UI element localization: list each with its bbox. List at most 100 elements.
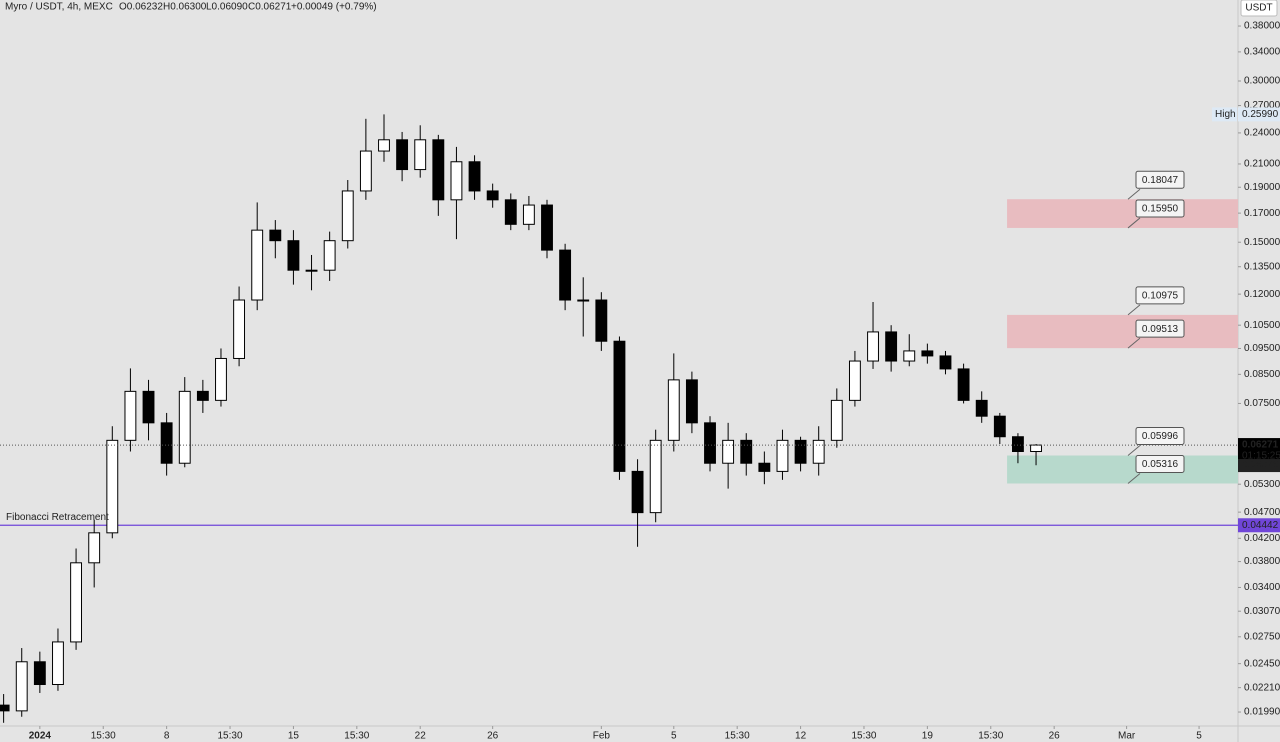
candle-body	[776, 439, 789, 472]
candle-body	[830, 399, 843, 441]
candle-body	[577, 299, 590, 302]
callout-label: 0.05316	[1142, 459, 1179, 470]
candle-body	[885, 331, 898, 362]
y-tick-label: 0.08500	[1244, 369, 1280, 380]
x-tick-label: 19	[922, 731, 934, 742]
callout-pointer	[1127, 188, 1141, 200]
y-tick-label: 0.04700	[1244, 507, 1280, 518]
candle-body	[1030, 444, 1042, 452]
candle-body	[468, 161, 481, 192]
x-tick-label: 8	[164, 731, 170, 742]
y-tick-label: 0.02210	[1244, 682, 1280, 693]
change-value: +0.00049 (+0.79%)	[291, 2, 377, 13]
y-tick-label: 0.21000	[1244, 159, 1280, 170]
x-tick-label: 26	[487, 731, 499, 742]
callout-box	[1135, 286, 1185, 305]
candle-body	[323, 240, 336, 271]
zone	[1007, 199, 1238, 228]
x-tick-label: 15:30	[344, 731, 369, 742]
candle-body	[921, 350, 934, 357]
high-name: High	[1215, 109, 1236, 120]
candle-body	[957, 368, 970, 401]
y-tick-label: 0.13500	[1244, 261, 1280, 272]
candle-body	[794, 439, 807, 464]
callout-label: 0.18047	[1142, 175, 1179, 186]
candle-body	[432, 139, 445, 201]
x-tick-label: 5	[671, 731, 677, 742]
callout-box	[1135, 454, 1185, 473]
candle-body	[613, 340, 626, 472]
callout-label: 0.10975	[1142, 291, 1179, 302]
candle-body	[33, 661, 46, 686]
y-tick-label: 0.15000	[1244, 237, 1280, 248]
candle-body	[848, 360, 861, 401]
high-value: H0.06300	[163, 2, 207, 13]
callout-box	[1135, 319, 1185, 338]
candle-body	[178, 390, 191, 464]
candle-body	[504, 199, 517, 225]
low-value: L0.06090	[206, 2, 248, 13]
candle-body	[522, 204, 535, 225]
candle-body	[52, 641, 64, 686]
y-tick-label: 0.01990	[1244, 707, 1280, 718]
fibonacci-tag-label: 0.04442	[1242, 520, 1279, 531]
last-price-tag	[1238, 438, 1280, 463]
candle-body	[704, 422, 716, 464]
y-tick-label: 0.03400	[1244, 582, 1280, 593]
callout-pointer	[1127, 217, 1141, 229]
high-tag-label: 0.25990	[1242, 109, 1279, 120]
close-value: C0.06271	[248, 2, 292, 13]
plot: 0.15950 0.18047 0.09513 0.10975 0.05316 0.059…	[0, 114, 1238, 723]
candle-body	[740, 439, 753, 464]
zone	[1007, 455, 1238, 484]
x-tick-label: 22	[415, 731, 427, 742]
x-tick-label: Feb	[593, 731, 611, 742]
x-tick-label: 15	[288, 731, 300, 742]
candle-body	[196, 390, 209, 401]
y-tick-label: 0.05300	[1244, 479, 1280, 490]
candle-body	[867, 331, 879, 362]
x-tick-label: 15:30	[218, 731, 243, 742]
open-value: O0.06232	[119, 2, 163, 13]
y-tick-label: 0.02750	[1244, 631, 1280, 642]
x-tick-label: 2024	[29, 731, 52, 742]
y-tick-label: 0.19000	[1244, 182, 1280, 193]
candle-body	[15, 661, 28, 712]
y-tick-label: 0.04200	[1244, 533, 1280, 544]
y-tick-label: 0.24000	[1244, 128, 1280, 139]
y-tick-label: 0.38000	[1244, 21, 1280, 32]
y-tick-label: 0.09500	[1244, 343, 1280, 354]
y-tick-label: 0.10500	[1244, 320, 1280, 331]
candle-body	[450, 161, 463, 201]
y-tick-label: 0.02450	[1244, 658, 1280, 669]
candle-body	[359, 150, 372, 192]
candle-body	[378, 139, 390, 152]
x-tick-label: 26	[1049, 731, 1061, 742]
candle-body	[160, 422, 173, 464]
currency[interactable]: USDT	[1245, 3, 1272, 14]
bid-price-label: 0.06076	[1242, 460, 1279, 471]
candle-body	[70, 562, 83, 643]
x-tick-label: 15:30	[91, 731, 116, 742]
y-tick-label: 0.07500	[1244, 398, 1280, 409]
candle-body	[396, 139, 409, 171]
y-tick-label: 0.03070	[1244, 606, 1280, 617]
fibonacci-tag	[1238, 518, 1280, 533]
candle-body	[106, 439, 119, 534]
candle-body	[685, 379, 698, 424]
candle-body	[975, 399, 988, 417]
currency-box[interactable]	[1240, 0, 1278, 17]
candle-body	[939, 355, 952, 370]
candle-body	[0, 704, 10, 712]
candle-body	[1011, 436, 1024, 452]
high-name-box	[1212, 107, 1237, 122]
bid-price-tag	[1238, 459, 1280, 473]
candle-body	[649, 439, 662, 514]
candle-body	[595, 299, 608, 342]
y-tick-label: 0.34000	[1244, 47, 1280, 58]
x-tick-label: 5	[1196, 731, 1202, 742]
candle-body	[269, 229, 282, 242]
candle-body	[142, 390, 155, 424]
x-tick-label: 15:30	[851, 731, 876, 742]
